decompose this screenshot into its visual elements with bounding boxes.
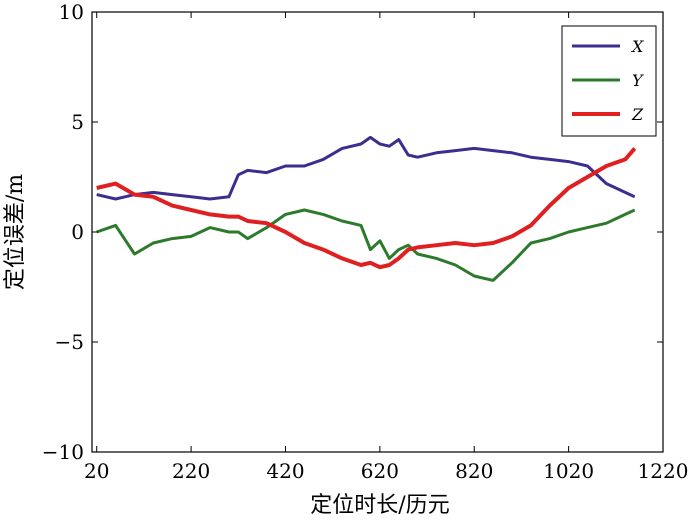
series-line-z (96, 147, 637, 270)
x-tick-label: 620 (361, 459, 399, 483)
y-tick-label: 0 (71, 220, 84, 244)
plot-area (96, 135, 637, 282)
y-tick-label: 5 (71, 110, 84, 134)
x-tick-label: 820 (455, 459, 493, 483)
y-tick-label: 10 (59, 0, 84, 24)
legend-label-x: X (630, 37, 644, 56)
legend-label-z: Z (631, 105, 644, 124)
legend-label-y: Y (632, 71, 644, 90)
x-tick-label: 420 (266, 459, 304, 483)
x-tick-label: 1020 (543, 459, 594, 483)
y-tick-label: −5 (55, 330, 84, 354)
y-axis-title: 定位误差/m (3, 174, 28, 290)
y-tick-label: −10 (42, 440, 84, 464)
x-tick-label: 20 (84, 459, 109, 483)
legend: XYZ (561, 25, 657, 137)
series-line-x (96, 135, 636, 201)
series-line-y (96, 208, 636, 282)
x-tick-label: 220 (172, 459, 210, 483)
axes: 20 220 420 620 820 1020 1220 −10 −5 0 5 10 (42, 0, 689, 483)
x-tick-label: 1220 (638, 459, 689, 483)
x-axis-title: 定位时长/历元 (310, 493, 449, 518)
